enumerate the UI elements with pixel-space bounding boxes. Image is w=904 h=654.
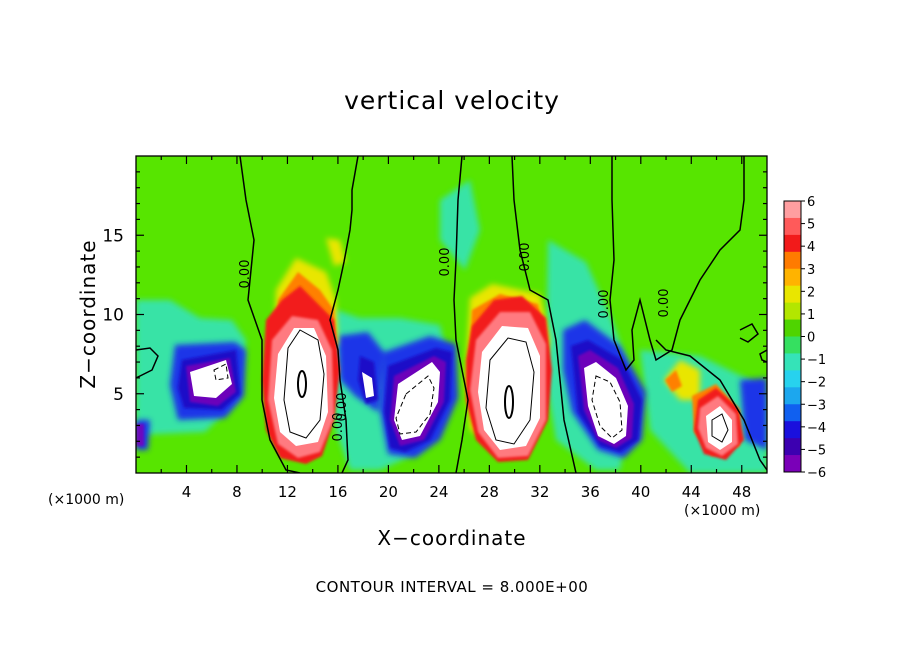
zero-contours [136,156,767,473]
colorbar-tick-label: 2 [807,285,815,300]
colorbar-tick-label: 3 [807,263,815,278]
contour-label: 0.00 [331,413,346,442]
colorbar-tick-label: −6 [807,466,826,481]
contour-label-group: 0.000.000.00 0.000.00 0.000.00 [238,243,672,442]
y-tick-label: 5 [113,385,124,405]
contour-label: 0.00 [597,290,612,319]
chart-title: vertical velocity [344,86,560,115]
x-unit-right: (×1000 m) [684,503,761,519]
contour-label: 0.00 [438,248,453,277]
colorbar-swatch [784,319,801,337]
colorbar: 6 5 4 3 2 1 0 −1 −2 −3 −4 −5 −6 [783,195,826,481]
colorbar-swatch [784,201,801,219]
x-unit-left: (×1000 m) [48,492,125,508]
colorbar-swatch [784,251,801,270]
colorbar-tick-label: 5 [807,218,815,233]
plot-area: 0.000.000.00 0.000.00 0.000.00 [136,156,767,473]
colorbar-tick-label: −5 [807,443,826,458]
colorbar-tick-label: 0 [807,331,815,346]
colorbar-tick-label: −4 [807,421,826,436]
colorbar-swatch [784,336,801,354]
colorbar-swatch [784,421,801,439]
colorbar-swatch [784,268,801,287]
x-tick-label: 12 [278,483,297,501]
colorbar-swatch [784,455,801,473]
contour-interval-note: CONTOUR INTERVAL = 8.000E+00 [315,578,589,596]
x-tick-label: 20 [379,483,398,501]
colorbar-swatch [784,370,801,388]
colorbar-swatch [784,353,801,371]
colorbar-swatch [784,217,801,236]
x-tick-label: 24 [429,483,448,501]
x-tick-label: 28 [480,483,499,501]
x-tick-label: 48 [732,483,751,501]
x-tick-label: 44 [682,483,701,501]
colorbar-swatch [784,234,801,253]
colorbar-tick-label: 6 [807,195,815,210]
contour-label: 0.00 [657,289,672,318]
colorbar-tick-label: −2 [807,376,826,391]
y-tick-label: 10 [102,306,124,326]
axis-ticks [136,156,767,473]
x-tick-label: 4 [182,483,192,501]
x-tick-label: 16 [328,483,347,501]
colorbar-swatch [784,387,801,405]
colorbar-tick-label: 4 [807,240,815,255]
x-tick-label: 32 [530,483,549,501]
colorbar-tick-label: −1 [807,353,826,368]
colorbar-swatch [784,302,801,321]
contour-label: 0.00 [518,243,533,272]
y-tick-label: 15 [102,226,124,246]
x-tick-label: 40 [631,483,650,501]
colorbar-swatch [784,285,801,304]
colorbar-swatch [784,404,801,422]
contour-label: 0.00 [335,393,350,422]
colorbar-swatch [784,438,801,456]
x-axis-label: X−coordinate [377,526,527,550]
contour-lines-thin [283,329,729,445]
contour-label: 0.00 [238,260,253,289]
x-tick-label: 8 [232,483,242,501]
contour-lines-thick [297,370,514,419]
colorbar-tick-label: −3 [807,398,826,413]
x-tick-label: 36 [581,483,600,501]
negative-contours [213,363,623,439]
colorbar-tick-label: 1 [807,308,815,323]
y-axis-label: Z−coordinate [76,239,100,389]
